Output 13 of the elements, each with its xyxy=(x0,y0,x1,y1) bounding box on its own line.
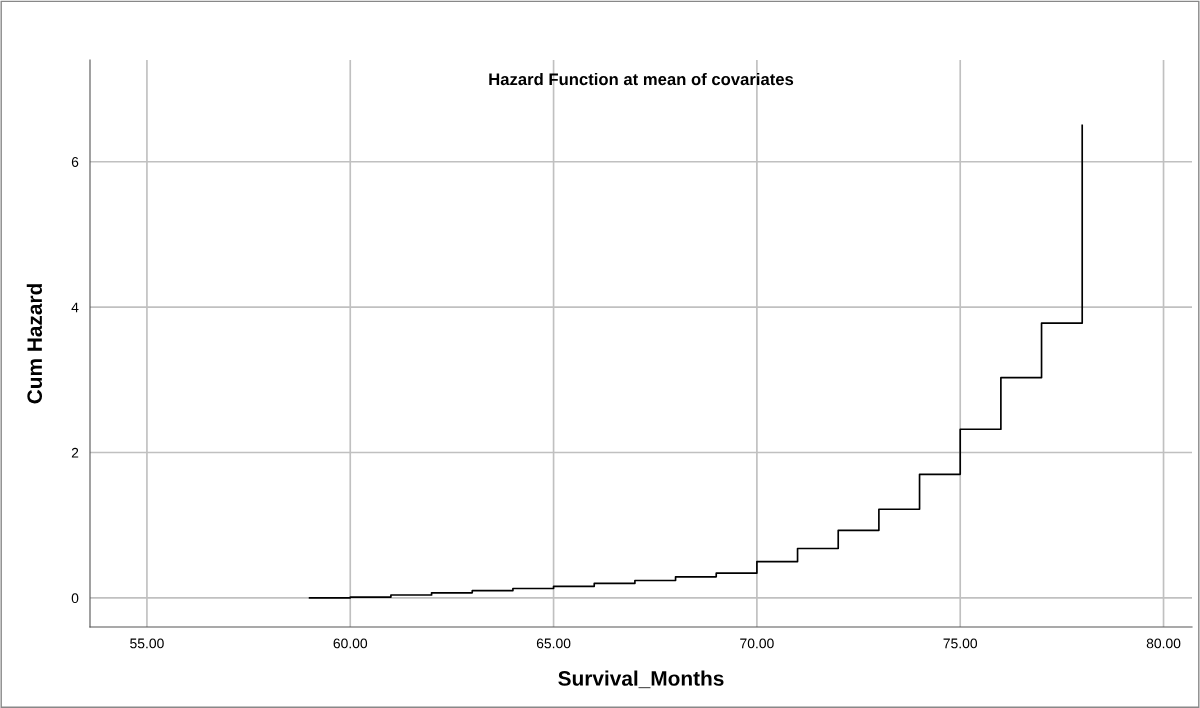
x-tick-label: 80.00 xyxy=(1146,638,1181,649)
x-tick-label: 65.00 xyxy=(536,638,571,649)
x-tick-label: 60.00 xyxy=(333,638,368,649)
y-tick-label: 6 xyxy=(71,157,79,167)
text: Hazard Function at mean of covariates xyxy=(489,72,794,86)
y-tick-label: 0 xyxy=(71,593,79,604)
x-tick-label: 55.00 xyxy=(130,638,164,649)
y-tick-label: 4 xyxy=(71,302,79,313)
y-tick-label: 2 xyxy=(71,447,79,458)
x-tick-label: 75.00 xyxy=(943,638,978,649)
x-axis-title: Survival_Months xyxy=(558,670,724,689)
x-tick-label: 70.00 xyxy=(740,638,774,649)
y-axis-title: Cum Hazard xyxy=(26,284,43,404)
